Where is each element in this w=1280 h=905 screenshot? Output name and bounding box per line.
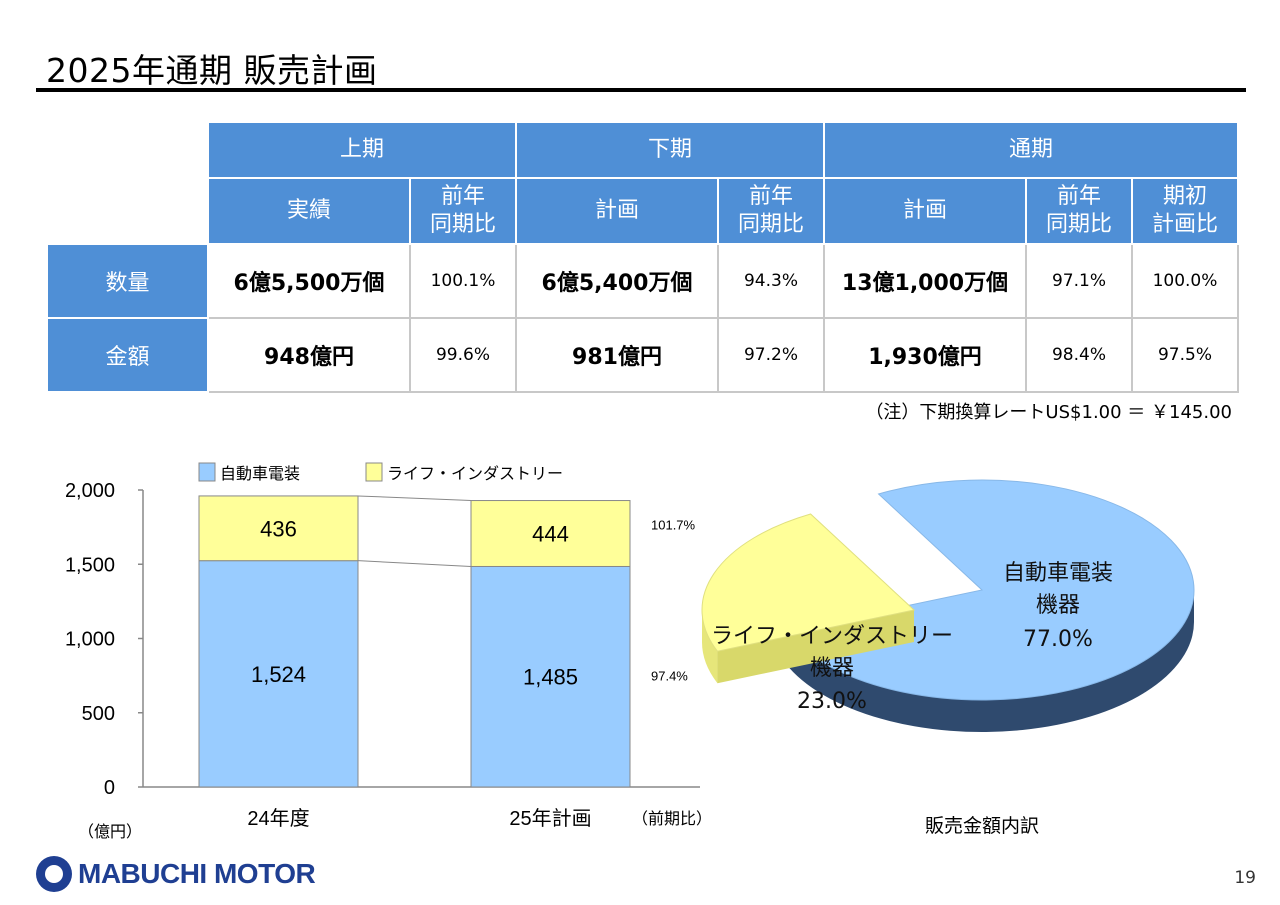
cell-ratio: 100.0% (1131, 243, 1239, 319)
pie-slice-label: 機器 (1036, 593, 1080, 618)
cell-ratio: 97.5% (1131, 317, 1239, 393)
cell-ratio: 94.3% (717, 243, 825, 319)
header-second-half: 下期 (515, 121, 825, 179)
cell-ratio: 100.1% (409, 243, 517, 319)
charts-area: 0 500 1,000 1,500 2,000 1,524 436 24年度 1,485 444 2… (65, 462, 1195, 841)
header-yoy: 前年 同期比 (717, 177, 825, 245)
pie-slice-label: 77.0% (1023, 627, 1093, 652)
cell-value: 981億円 (515, 317, 719, 393)
pie-slice-side (785, 590, 1194, 733)
legend-swatch (198, 462, 216, 482)
y-tick-label: 1,500 (65, 554, 115, 576)
legend-label: ライフ・インダストリー (387, 464, 563, 483)
cell-ratio: 97.2% (717, 317, 825, 393)
pie-slice-label: 自動車電装 (1003, 561, 1113, 586)
title-divider (36, 88, 1246, 92)
series-connector (357, 560, 472, 567)
pie-slice-label: 機器 (810, 656, 854, 681)
unit-label: （億円） (78, 822, 142, 841)
legend-label: 自動車電装 (220, 464, 300, 483)
row-header-amount: 金額 (46, 317, 209, 393)
y-tick-label: 0 (104, 777, 115, 799)
bar-value-label: 444 (532, 522, 569, 547)
legend-swatch (365, 462, 383, 482)
page-title: 2025年通期 販売計画 (46, 51, 378, 90)
stacked-bar-chart: 0 500 1,000 1,500 2,000 1,524 436 24年度 1,485 444 2… (65, 462, 712, 841)
cell-ratio: 97.1% (1025, 243, 1133, 319)
pie-slice-life-industry (701, 513, 916, 652)
cell-value: 6億5,400万個 (515, 243, 719, 319)
header-first-half: 上期 (207, 121, 517, 179)
sales-plan-table: 上期 下期 通期 実績 前年 同期比 計画 前年 同期比 計画 前年 同期比 期初 計画… (46, 121, 1239, 393)
bar-segment (198, 560, 359, 788)
bar-value-label: 1,485 (523, 665, 578, 690)
header-plan: 計画 (515, 177, 719, 245)
bar-value-label: 436 (260, 516, 297, 541)
bar-value-label: 1,524 (251, 662, 306, 687)
y-tick-label: 1,000 (65, 629, 115, 651)
cell-ratio: 99.6% (409, 317, 517, 393)
header-actual: 実績 (207, 177, 411, 245)
table-row: 数量 6億5,500万個 100.1% 6億5,400万個 94.3% 13億1… (46, 243, 1239, 319)
logo-mark-icon (36, 856, 72, 892)
header-vs-initial-plan: 期初 計画比 (1131, 177, 1239, 245)
pie-slice-wall (717, 610, 914, 684)
yoy-ratio-label: 101.7% (651, 518, 696, 533)
page-number: 19 (1234, 868, 1256, 888)
exchange-rate-note: （注）下期換算レートUS$1.00 ＝ ￥145.00 (865, 402, 1232, 423)
y-tick-label: 500 (82, 703, 115, 725)
pie-chart-title: 販売金額内訳 (925, 815, 1039, 837)
ratio-header-label: （前期比） (632, 809, 712, 828)
cell-value: 948億円 (207, 317, 411, 393)
bar-segment (198, 495, 359, 562)
logo-text: MABUCHI MOTOR (78, 858, 316, 889)
table-row: 金額 948億円 99.6% 981億円 97.2% 1,930億円 98.4%… (46, 317, 1239, 393)
cell-ratio: 98.4% (1025, 317, 1133, 393)
pie-slice-label: 23.0% (797, 689, 867, 714)
header-plan: 計画 (823, 177, 1027, 245)
y-tick-label: 2,000 (65, 480, 115, 502)
pie-slice-label: ライフ・インダストリー (711, 624, 953, 649)
company-logo: MABUCHI MOTOR (36, 856, 316, 892)
bar-segment (470, 565, 631, 788)
cell-value: 1,930億円 (823, 317, 1027, 393)
cell-value: 13億1,000万個 (823, 243, 1027, 319)
pie-slice-side (702, 610, 718, 684)
yoy-ratio-label: 97.4% (651, 669, 688, 684)
x-tick-label: 25年計画 (509, 807, 591, 830)
table-corner (47, 122, 208, 178)
series-connector (357, 495, 472, 502)
header-yoy: 前年 同期比 (409, 177, 517, 245)
x-tick-label: 24年度 (247, 807, 309, 830)
table-corner (47, 178, 208, 244)
header-full-year: 通期 (823, 121, 1239, 179)
bar-segment (470, 500, 631, 567)
row-header-volume: 数量 (46, 243, 209, 319)
header-yoy: 前年 同期比 (1025, 177, 1133, 245)
cell-value: 6億5,500万個 (207, 243, 411, 319)
